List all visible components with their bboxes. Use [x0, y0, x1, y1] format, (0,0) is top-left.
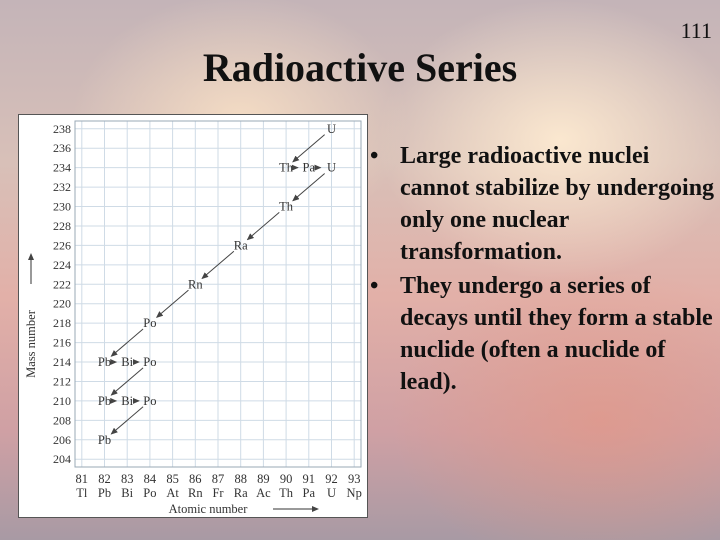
x-tick-label: 83: [121, 472, 134, 486]
y-tick-label: 204: [53, 452, 71, 466]
x-tick-label: 85: [166, 472, 179, 486]
x-tick-label: 87: [212, 472, 225, 486]
x-element-symbol: Ac: [256, 486, 271, 500]
bullet-dot-icon: •: [370, 143, 379, 169]
y-tick-label: 226: [53, 238, 71, 252]
nuclide-label: Po: [143, 394, 156, 408]
x-tick-label: 86: [189, 472, 202, 486]
y-tick-label: 210: [53, 394, 71, 408]
y-tick-label: 218: [53, 316, 71, 330]
x-element-symbol: Th: [279, 486, 294, 500]
x-element-symbol: Pa: [303, 486, 316, 500]
x-tick-label: 90: [280, 472, 293, 486]
x-element-symbol: Ra: [234, 486, 248, 500]
nuclide-label: Ra: [234, 238, 248, 252]
x-element-symbol: Np: [347, 486, 362, 500]
x-tick-label: 84: [144, 472, 157, 486]
x-tick-label: 88: [234, 472, 247, 486]
y-tick-label: 222: [53, 277, 71, 291]
nuclide-label: Pb: [98, 355, 111, 369]
alpha-decay-arrow: [110, 328, 144, 357]
nuclide-label: Rn: [188, 277, 203, 291]
alpha-decay-arrow: [155, 289, 189, 318]
x-tick-label: 89: [257, 472, 270, 486]
bullet-text: They undergo a series of decays until th…: [400, 273, 713, 395]
x-tick-label: 93: [348, 472, 361, 486]
alpha-decay-arrow: [110, 406, 144, 435]
nuclide-label: U: [327, 122, 336, 136]
y-tick-label: 230: [53, 200, 71, 214]
y-tick-label: 234: [53, 161, 71, 175]
x-element-symbol: At: [166, 486, 179, 500]
x-element-symbol: Tl: [76, 486, 88, 500]
nuclide-label: Th: [279, 161, 294, 175]
x-element-symbol: Pb: [98, 486, 111, 500]
x-element-symbol: Bi: [121, 486, 133, 500]
x-tick-label: 82: [98, 472, 111, 486]
x-element-symbol: Rn: [188, 486, 203, 500]
x-tick-label: 92: [325, 472, 338, 486]
y-tick-label: 216: [53, 336, 71, 350]
y-tick-label: 212: [53, 374, 71, 388]
y-axis-label: Mass number: [24, 309, 38, 378]
slide-title: Radioactive Series: [202, 45, 518, 90]
y-tick-label: 236: [53, 141, 71, 155]
alpha-decay-arrow: [110, 367, 144, 396]
decay-series-chart-svg: 204 206 208 210 212 214 216 218 220 222 224 226 228 2…: [24, 120, 362, 516]
y-tick-label: 214: [53, 355, 71, 369]
decay-series-chart: 204 206 208 210 212 214 216 218 220 222 224 226 228 2…: [18, 114, 368, 518]
bullet-list: • Large radioactive nuclei cannot stabili…: [370, 140, 715, 400]
x-element-symbol: Po: [143, 486, 156, 500]
alpha-decay-arrow: [292, 173, 325, 202]
x-axis-label: Atomic number: [169, 502, 249, 516]
bullet-text: Large radioactive nuclei cannot stabiliz…: [400, 143, 715, 265]
x-element-symbol: U: [327, 486, 336, 500]
y-tick-label: 206: [53, 433, 71, 447]
y-tick-label: 220: [53, 297, 71, 311]
y-tick-label: 228: [53, 219, 71, 233]
page-number: 111: [680, 18, 712, 43]
bullet-dot-icon: •: [370, 273, 379, 299]
nuclide-label: Bi: [121, 355, 133, 369]
x-tick-label: 91: [303, 472, 316, 486]
y-tick-label: 238: [53, 122, 71, 136]
nuclide-label: Pa: [303, 161, 316, 175]
nuclide-label: Th: [279, 200, 294, 214]
bullet-item: • They undergo a series of decays until t…: [370, 270, 715, 398]
nuclide-label: Pb: [98, 433, 111, 447]
nuclide-label: Bi: [121, 394, 133, 408]
alpha-decay-arrow: [201, 250, 235, 280]
nuclide-label: Po: [143, 316, 156, 330]
x-element-symbol: Fr: [212, 486, 224, 500]
y-tick-label: 232: [53, 180, 71, 194]
alpha-decay-arrow: [246, 212, 280, 241]
x-tick-label: 81: [76, 472, 89, 486]
nuclide-label: U: [327, 161, 336, 175]
nuclide-label: Po: [143, 355, 156, 369]
y-tick-label: 208: [53, 413, 71, 427]
plot-frame: [74, 120, 362, 468]
bullet-item: • Large radioactive nuclei cannot stabili…: [370, 140, 715, 268]
nuclide-label: Pb: [98, 394, 111, 408]
y-tick-label: 224: [53, 258, 71, 272]
alpha-decay-arrow: [292, 134, 325, 163]
